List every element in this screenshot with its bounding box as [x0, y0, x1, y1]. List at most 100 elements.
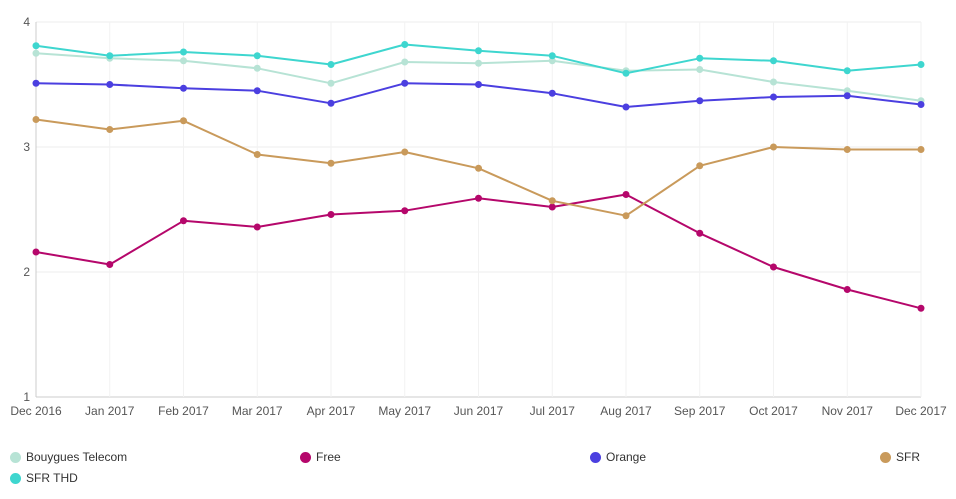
legend-item[interactable]: SFR THD: [10, 469, 78, 487]
data-point[interactable]: [770, 78, 777, 86]
data-point[interactable]: [548, 197, 556, 205]
x-tick-label: Feb 2017: [158, 404, 209, 418]
data-point[interactable]: [32, 49, 40, 57]
x-tick-label: Jul 2017: [530, 404, 576, 418]
legend-label: Free: [316, 450, 341, 464]
legend-label: SFR: [896, 450, 920, 464]
data-point[interactable]: [253, 151, 261, 158]
data-point[interactable]: [401, 79, 409, 87]
data-point[interactable]: [401, 41, 409, 48]
data-point[interactable]: [622, 103, 630, 111]
data-point[interactable]: [696, 97, 704, 105]
grid-layer: [35, 21, 922, 398]
x-tick-label: Mar 2017: [232, 404, 283, 418]
data-point[interactable]: [843, 286, 851, 293]
data-point[interactable]: [32, 248, 40, 256]
data-point[interactable]: [253, 223, 261, 231]
x-tick-label: Aug 2017: [600, 404, 652, 418]
data-point[interactable]: [548, 52, 556, 60]
series-layer: [32, 41, 925, 312]
y-tick-label: 4: [23, 15, 30, 29]
x-tick-label: Jan 2017: [85, 404, 135, 418]
data-point[interactable]: [180, 217, 187, 225]
data-point[interactable]: [696, 54, 704, 62]
y-tick-label: 3: [23, 140, 30, 154]
data-point[interactable]: [770, 93, 777, 101]
y-tick-label: 2: [23, 265, 30, 279]
data-point[interactable]: [106, 261, 114, 268]
data-point[interactable]: [106, 52, 114, 60]
legend-swatch: [10, 472, 21, 484]
legend-label: Bouygues Telecom: [26, 450, 128, 464]
legend-item[interactable]: Bouygues Telecom: [10, 448, 127, 466]
data-point[interactable]: [843, 146, 851, 153]
data-point[interactable]: [770, 263, 777, 271]
data-point[interactable]: [180, 48, 187, 56]
data-point[interactable]: [401, 148, 409, 156]
data-point[interactable]: [253, 87, 261, 95]
line-chart: 1 2 3 4 Dec 2016 Jan 2017 Feb 2017 Mar 2017 Apr …: [10, 15, 947, 418]
x-tick-label: Dec 2016: [10, 404, 62, 418]
data-point[interactable]: [327, 159, 335, 167]
x-tick-label: Dec 2017: [895, 404, 947, 418]
data-point[interactable]: [180, 84, 187, 92]
data-point[interactable]: [917, 101, 925, 108]
data-point[interactable]: [32, 79, 40, 87]
data-point[interactable]: [327, 61, 335, 68]
axis-layer: 1 2 3 4 Dec 2016 Jan 2017 Feb 2017 Mar 2017 Apr …: [10, 15, 947, 418]
data-point[interactable]: [917, 304, 925, 312]
legend-swatch: [10, 451, 21, 463]
data-point[interactable]: [327, 79, 335, 87]
chart-svg: 1 2 3 4 Dec 2016 Jan 2017 Feb 2017 Mar 2017 Apr …: [10, 15, 947, 418]
legend-label: Orange: [606, 450, 647, 464]
x-tick-label: May 2017: [378, 404, 431, 418]
data-point[interactable]: [253, 64, 261, 72]
legend-item[interactable]: Orange: [590, 448, 646, 466]
chart-legend: Bouygues Telecom Free Orange SFR SFR THD: [0, 448, 956, 496]
x-tick-label: Oct 2017: [749, 404, 798, 418]
data-point[interactable]: [475, 194, 482, 202]
data-point[interactable]: [843, 67, 851, 75]
data-point[interactable]: [917, 61, 925, 68]
data-point[interactable]: [475, 47, 482, 55]
data-point[interactable]: [32, 116, 40, 123]
data-point[interactable]: [622, 191, 630, 198]
legend-swatch: [590, 451, 601, 463]
data-point[interactable]: [475, 164, 482, 172]
legend-item[interactable]: Free: [300, 448, 341, 466]
legend-swatch: [880, 451, 891, 463]
data-point[interactable]: [917, 146, 925, 153]
data-point[interactable]: [622, 212, 630, 220]
data-point[interactable]: [770, 57, 777, 65]
data-point[interactable]: [401, 58, 409, 66]
data-point[interactable]: [327, 99, 335, 107]
x-tick-label: Sep 2017: [674, 404, 726, 418]
x-tick-label: Apr 2017: [307, 404, 356, 418]
data-point[interactable]: [843, 87, 851, 95]
data-point[interactable]: [180, 57, 187, 65]
data-point[interactable]: [327, 211, 335, 218]
data-point[interactable]: [548, 57, 556, 65]
legend-swatch: [300, 451, 311, 463]
data-point[interactable]: [106, 126, 114, 133]
data-point[interactable]: [32, 42, 40, 50]
data-point[interactable]: [770, 143, 777, 151]
data-point[interactable]: [696, 162, 704, 170]
x-tick-label: Nov 2017: [822, 404, 874, 418]
data-point[interactable]: [180, 117, 187, 125]
data-point[interactable]: [843, 92, 851, 100]
data-point[interactable]: [696, 66, 704, 73]
legend-item[interactable]: SFR: [880, 448, 920, 466]
data-point[interactable]: [548, 203, 556, 211]
data-point[interactable]: [401, 207, 409, 215]
data-point[interactable]: [106, 81, 114, 88]
data-point[interactable]: [548, 89, 556, 97]
y-tick-label: 1: [23, 390, 30, 404]
x-tick-label: Jun 2017: [454, 404, 504, 418]
data-point[interactable]: [253, 52, 261, 60]
data-point[interactable]: [622, 69, 630, 77]
data-point[interactable]: [696, 229, 704, 237]
legend-label: SFR THD: [26, 471, 78, 485]
data-point[interactable]: [475, 81, 482, 88]
data-point[interactable]: [475, 59, 482, 67]
